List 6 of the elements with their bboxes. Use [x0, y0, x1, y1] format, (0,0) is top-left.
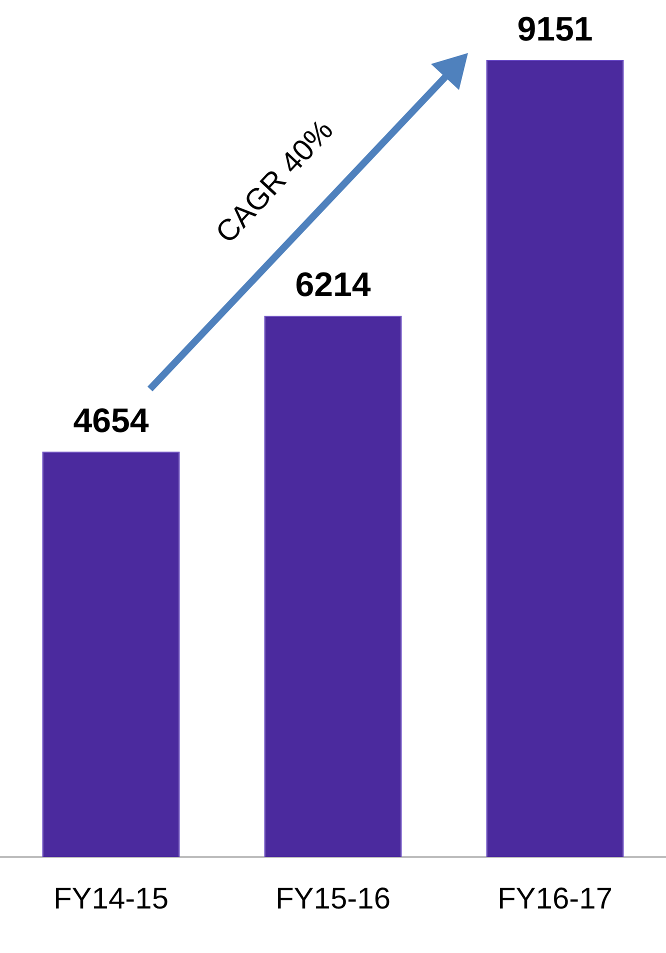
x-tick-label: FY16-17	[497, 882, 613, 916]
data-label: 4654	[73, 402, 149, 440]
x-tick-label: FY15-16	[275, 882, 391, 916]
x-tick-label: FY14-15	[53, 882, 169, 916]
data-label: 9151	[517, 10, 593, 48]
data-label: 6214	[295, 266, 371, 304]
